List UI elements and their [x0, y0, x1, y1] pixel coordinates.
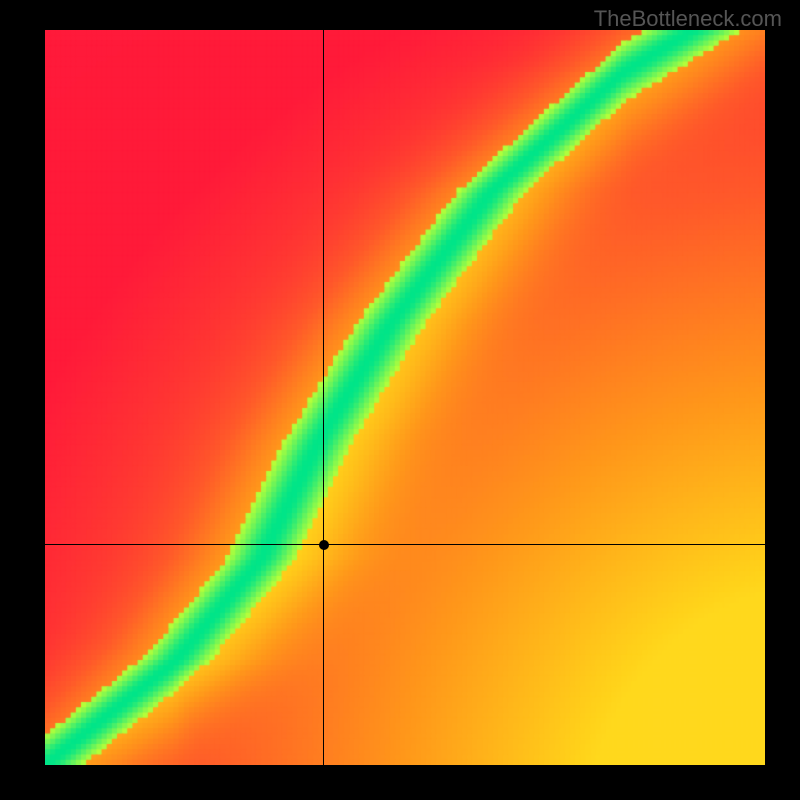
- crosshair-vertical-line: [323, 30, 324, 765]
- attribution-text: TheBottleneck.com: [594, 6, 782, 32]
- chart-container: TheBottleneck.com: [0, 0, 800, 800]
- heatmap-canvas: [45, 30, 765, 765]
- data-point-marker: [319, 540, 329, 550]
- crosshair-horizontal-line: [45, 544, 765, 545]
